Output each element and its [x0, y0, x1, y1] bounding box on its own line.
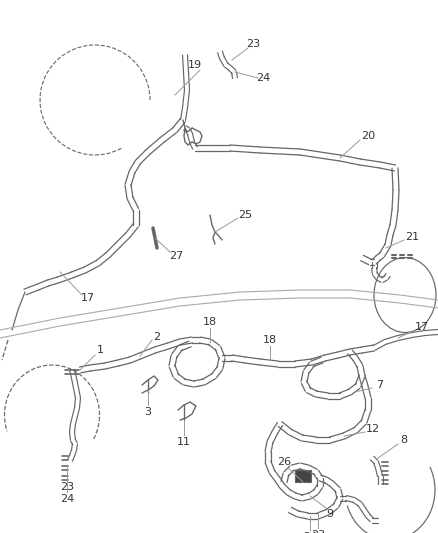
Text: 9: 9: [326, 509, 334, 519]
Text: 17: 17: [81, 293, 95, 303]
Text: 18: 18: [203, 317, 217, 327]
Text: 24: 24: [256, 73, 270, 83]
Text: 25: 25: [238, 210, 252, 220]
Text: 8: 8: [400, 435, 408, 445]
Text: 11: 11: [177, 437, 191, 447]
Text: 3: 3: [145, 407, 152, 417]
Text: 18: 18: [263, 335, 277, 345]
Text: 23: 23: [311, 530, 325, 533]
Text: 26: 26: [277, 457, 291, 467]
Text: 23: 23: [60, 482, 74, 492]
Text: 27: 27: [169, 251, 183, 261]
Text: 24: 24: [303, 532, 317, 533]
Text: 23: 23: [246, 39, 260, 49]
Text: 2: 2: [153, 332, 161, 342]
Text: 24: 24: [60, 494, 74, 504]
Text: 12: 12: [366, 424, 380, 434]
Text: 19: 19: [188, 60, 202, 70]
Text: 20: 20: [361, 131, 375, 141]
FancyBboxPatch shape: [295, 470, 311, 482]
Text: 1: 1: [96, 345, 103, 355]
Text: 7: 7: [376, 380, 384, 390]
Text: 17: 17: [415, 322, 429, 332]
Text: 21: 21: [405, 232, 419, 242]
